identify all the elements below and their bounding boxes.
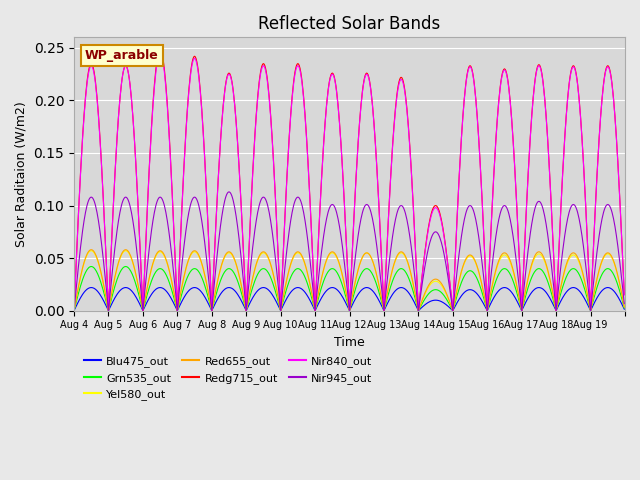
Legend: Blu475_out, Grn535_out, Yel580_out, Red655_out, Redg715_out, Nir840_out, Nir945_: Blu475_out, Grn535_out, Yel580_out, Red6… [79, 352, 377, 405]
X-axis label: Time: Time [334, 336, 365, 349]
Y-axis label: Solar Raditaion (W/m2): Solar Raditaion (W/m2) [15, 101, 28, 247]
Title: Reflected Solar Bands: Reflected Solar Bands [259, 15, 440, 33]
Text: WP_arable: WP_arable [85, 49, 159, 62]
